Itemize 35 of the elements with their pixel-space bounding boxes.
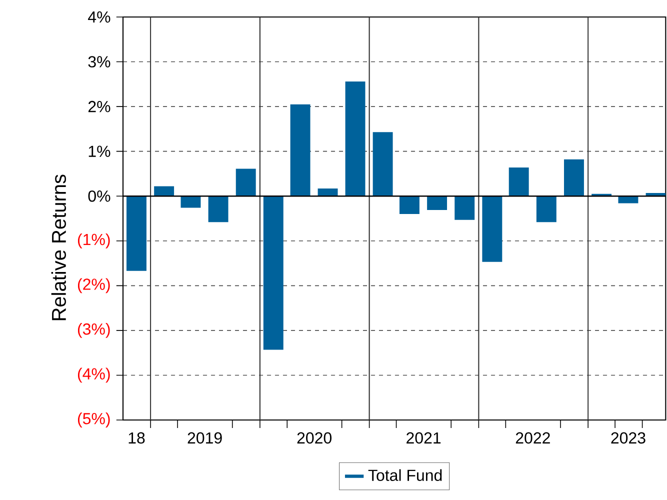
legend-label: Total Fund	[368, 469, 442, 481]
x-tick-label: 18	[128, 432, 145, 444]
bar	[236, 168, 256, 196]
bar	[208, 196, 228, 222]
x-tick-label: 2023	[611, 432, 646, 444]
bar	[154, 186, 174, 196]
bar	[482, 196, 502, 262]
bar	[318, 188, 338, 196]
x-tick-label: 2022	[516, 432, 550, 444]
y-tick-label: (5%)	[78, 412, 110, 428]
bar	[263, 196, 284, 350]
y-tick-label: 3%	[88, 56, 110, 68]
y-tick-label: 0%	[88, 190, 110, 202]
x-tick-label: 2021	[406, 432, 441, 444]
y-tick-label: 1%	[88, 146, 110, 157]
bar	[564, 159, 584, 196]
bar	[399, 196, 420, 214]
y-tick-label: (3%)	[78, 323, 110, 338]
bar	[345, 81, 366, 196]
y-tick-label: (1%)	[78, 233, 110, 248]
bar	[454, 196, 475, 220]
bar	[372, 132, 393, 196]
bar	[290, 104, 310, 196]
y-tick-label: 4%	[88, 11, 110, 23]
bar	[180, 196, 201, 208]
bar	[126, 196, 146, 271]
x-tick-label: 2020	[297, 432, 332, 444]
bar	[536, 196, 556, 222]
bar	[508, 167, 529, 196]
y-axis-title: Relative Returns	[51, 174, 66, 320]
y-tick-label: 2%	[88, 100, 110, 112]
bar	[427, 196, 448, 210]
x-tick-label: 2019	[188, 432, 222, 444]
y-tick-label: (4%)	[78, 368, 110, 383]
y-tick-label: (2%)	[78, 278, 110, 294]
